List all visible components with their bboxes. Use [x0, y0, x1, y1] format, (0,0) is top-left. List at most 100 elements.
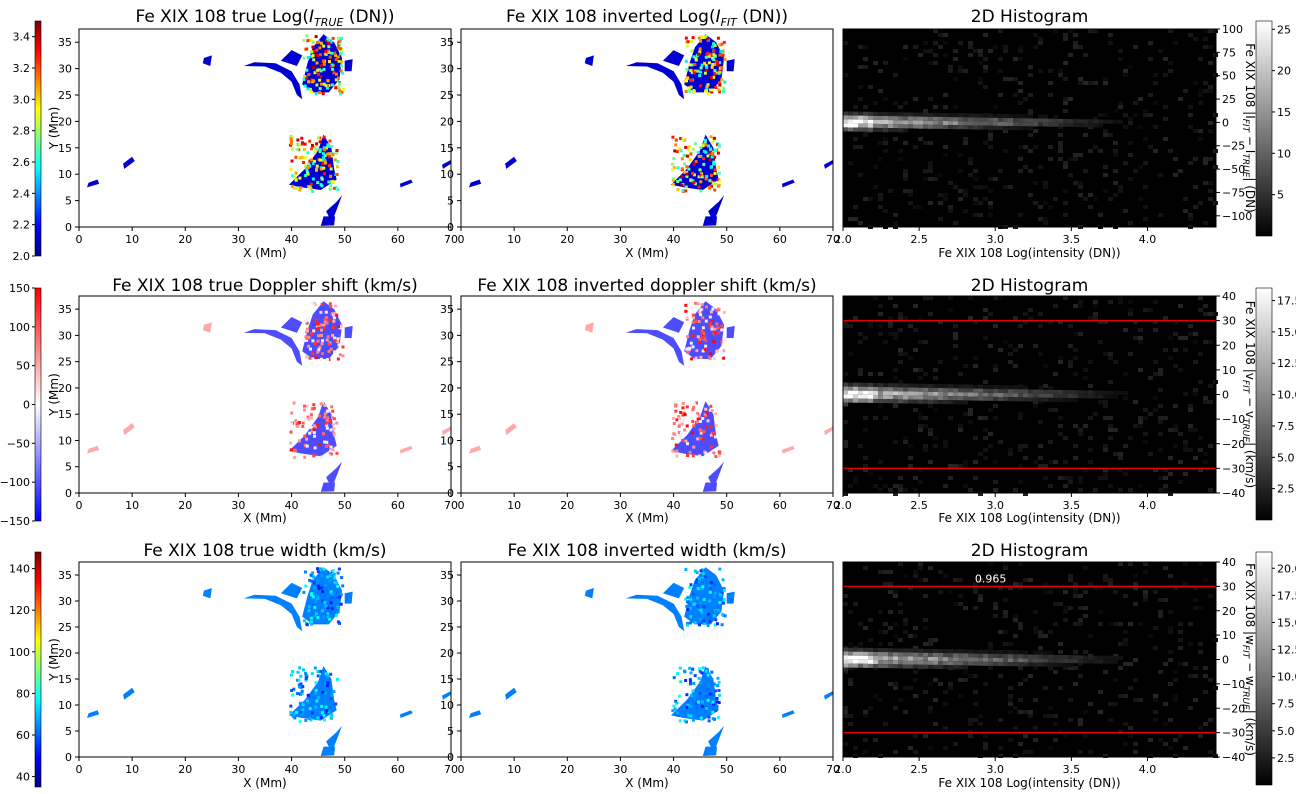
map-pixel — [328, 598, 332, 602]
map-pixel — [339, 324, 343, 328]
histogram-bin — [1068, 398, 1073, 403]
histogram-bin — [1188, 642, 1193, 646]
histogram-bin — [933, 120, 938, 125]
histogram-bin — [1033, 201, 1038, 205]
colorbar-tick-label: 2.5 — [1277, 483, 1295, 496]
map-pixel — [681, 439, 685, 442]
blob-upper-right — [344, 591, 353, 604]
map-pixel — [703, 335, 707, 339]
map-pixel — [701, 585, 705, 589]
histogram-bin — [1023, 122, 1028, 127]
map-pixel — [289, 139, 293, 143]
map-pixel — [329, 580, 333, 584]
histogram-bin — [1013, 77, 1018, 81]
map-pixel — [705, 706, 708, 710]
map-pixel — [689, 615, 693, 619]
colorbar-strip — [34, 287, 42, 522]
map-pixel — [313, 71, 317, 75]
map-pixel — [320, 342, 324, 346]
map-pixel — [709, 404, 713, 408]
map-pixel — [690, 71, 694, 75]
histogram-bin — [973, 657, 978, 662]
histogram-bin — [1208, 718, 1213, 722]
map-pixel — [318, 140, 322, 144]
map-pixel — [692, 405, 696, 409]
map-pixel — [321, 339, 324, 343]
histogram-bin — [893, 112, 898, 117]
map-pixel — [304, 676, 308, 680]
map-pixel — [327, 342, 331, 346]
y-tick-label: 25 — [1222, 93, 1236, 106]
histogram-bin — [1028, 578, 1033, 582]
map-pixel — [322, 67, 326, 71]
histogram-bin — [1053, 304, 1058, 308]
map-pixel — [702, 597, 706, 601]
map-pixel — [333, 158, 337, 162]
histogram-bin — [963, 117, 968, 122]
x-tick-label: 20 — [178, 233, 192, 246]
histogram-bin — [928, 395, 933, 400]
histogram-bin — [883, 399, 888, 404]
histogram-bin — [1053, 622, 1058, 626]
histogram-bin — [1168, 746, 1173, 750]
map-pixel — [703, 347, 707, 351]
histogram-bin — [1078, 394, 1083, 399]
histogram-bin — [993, 649, 998, 654]
histogram-bin — [898, 316, 903, 320]
histogram-bin — [1048, 81, 1053, 85]
map-pixel — [333, 311, 337, 315]
histogram-bin — [1063, 734, 1068, 738]
histogram-bin — [863, 626, 868, 630]
histogram-bin — [1203, 37, 1208, 41]
histogram-bin — [938, 649, 943, 653]
histogram-bin — [1033, 626, 1038, 630]
histogram-bin — [873, 484, 878, 488]
map-pixel — [325, 440, 329, 444]
histogram-bin — [1188, 622, 1193, 626]
histogram-bin — [888, 332, 893, 336]
map-pixel — [718, 53, 722, 57]
histogram-bin — [958, 649, 963, 654]
map-pixel — [305, 623, 309, 627]
histogram-bin — [923, 116, 928, 121]
map-pixel — [305, 77, 309, 81]
histogram-bin — [1173, 754, 1178, 758]
map-pixel — [714, 86, 718, 89]
histogram-bin — [998, 69, 1003, 73]
map-pixel — [722, 86, 726, 90]
x-tick-label: 40 — [667, 499, 681, 512]
histogram-bin — [1118, 666, 1123, 670]
histogram-bin — [1168, 456, 1173, 460]
histogram-bin — [918, 112, 923, 117]
x-axis-label: Fe XIX 108 Log(intensity (DN)) — [938, 511, 1120, 525]
map-pixel — [334, 86, 338, 90]
histogram-bin — [1118, 655, 1123, 660]
histogram-bin — [1128, 726, 1133, 730]
histogram-bin — [883, 570, 888, 574]
blob-lower-stem — [326, 195, 343, 222]
map-pixel — [327, 45, 331, 49]
histogram-bin — [1058, 122, 1063, 127]
histogram-bin — [1063, 122, 1068, 127]
histogram-bin — [943, 649, 948, 654]
map-pixel — [685, 316, 689, 320]
map-pixel — [337, 59, 341, 63]
histogram-bin — [1028, 122, 1033, 127]
histogram-bin — [928, 201, 933, 205]
histogram-bin — [848, 127, 853, 132]
histogram-bin — [873, 648, 878, 652]
histogram-bin — [1063, 61, 1068, 65]
histogram-bin — [848, 678, 853, 682]
histogram-bin — [983, 448, 988, 452]
histogram-bin — [1013, 614, 1018, 618]
map-pixel — [685, 405, 689, 409]
map-pixel — [308, 356, 312, 360]
map-pixel — [710, 88, 714, 92]
histogram-bin — [973, 169, 978, 173]
map-pixel — [306, 693, 310, 697]
map-pixel — [716, 326, 720, 330]
histogram-bin — [1203, 161, 1208, 165]
y-tick-label: −30 — [1222, 462, 1245, 475]
map-pixel — [707, 719, 711, 723]
